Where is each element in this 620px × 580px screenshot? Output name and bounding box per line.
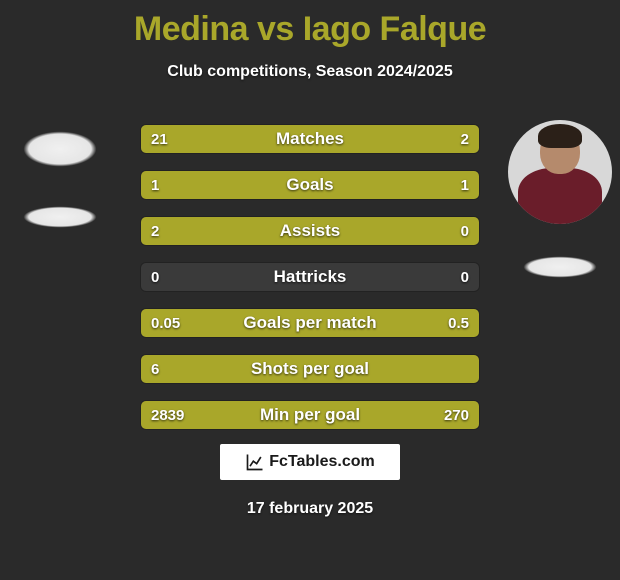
person-icon (508, 120, 612, 224)
bar-row: 20Assists (140, 216, 480, 246)
brand-text: FcTables.com (269, 453, 375, 471)
player-left (8, 120, 112, 232)
bar-label: Hattricks (141, 263, 479, 291)
bar-row: 2839270Min per goal (140, 400, 480, 430)
bar-label: Goals (141, 171, 479, 199)
footer-date: 17 february 2025 (0, 500, 620, 518)
page-subtitle: Club competitions, Season 2024/2025 (0, 63, 620, 81)
bar-label: Matches (141, 125, 479, 153)
bar-row: 0.050.5Goals per match (140, 308, 480, 338)
page-title: Medina vs Iago Falque (0, 0, 620, 49)
bar-row: 00Hattricks (140, 262, 480, 292)
player-right (508, 120, 612, 282)
club-badge-placeholder-icon (508, 252, 612, 282)
bar-label: Goals per match (141, 309, 479, 337)
bar-label: Min per goal (141, 401, 479, 429)
bar-row: 6Shots per goal (140, 354, 480, 384)
bar-row: 11Goals (140, 170, 480, 200)
comparison-bars: 212Matches 11Goals 20Assists 00Hattricks 0.0… (140, 124, 480, 446)
brand-logo: FcTables.com (220, 444, 400, 480)
bar-label: Shots per goal (141, 355, 479, 383)
club-badge-placeholder-icon (8, 202, 112, 232)
bar-label: Assists (141, 217, 479, 245)
avatar-photo (508, 120, 612, 224)
chart-icon (245, 452, 265, 472)
bar-row: 212Matches (140, 124, 480, 154)
avatar-placeholder-icon (8, 124, 112, 174)
